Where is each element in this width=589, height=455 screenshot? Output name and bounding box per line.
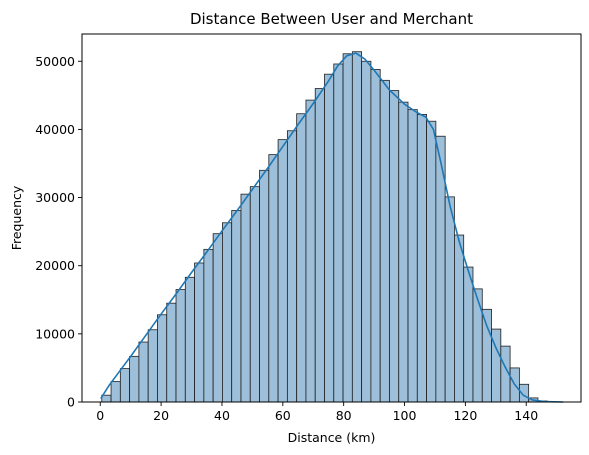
histogram-bar <box>297 114 306 402</box>
x-tick-label: 0 <box>96 408 104 423</box>
chart-title: Distance Between User and Merchant <box>190 10 473 28</box>
x-tick-label: 20 <box>153 408 169 423</box>
histogram-bar <box>269 155 278 402</box>
histogram-bar <box>176 290 185 402</box>
histogram-bar <box>343 54 352 402</box>
histogram-bar <box>325 74 334 402</box>
y-tick-label: 10000 <box>35 326 75 341</box>
histogram-bar <box>222 223 231 402</box>
x-tick-label: 40 <box>214 408 230 423</box>
x-tick-label: 120 <box>453 408 477 423</box>
x-axis: 0 20 40 60 80 100 120 140 <box>96 402 538 423</box>
histogram-bar <box>185 277 194 402</box>
x-tick-label: 100 <box>393 408 417 423</box>
x-tick-label: 60 <box>275 408 291 423</box>
histogram-bar <box>250 187 259 402</box>
histogram-bar <box>445 197 454 402</box>
histogram-bar <box>148 330 157 402</box>
histogram-bar <box>334 64 343 402</box>
histogram-bar <box>157 315 166 402</box>
histogram-bar <box>371 69 380 402</box>
y-axis: 0 10000 20000 30000 40000 50000 <box>35 54 82 410</box>
histogram-bar <box>232 211 241 402</box>
histogram-bar <box>241 194 250 402</box>
histogram-bar <box>167 303 176 402</box>
plot-area <box>101 52 563 402</box>
y-tick-label: 50000 <box>35 54 75 69</box>
histogram-bar <box>352 52 361 402</box>
y-tick-label: 0 <box>67 395 75 410</box>
histogram-bar <box>454 235 463 402</box>
histogram-bar <box>306 100 315 402</box>
histogram-bar <box>139 342 148 402</box>
y-tick-label: 40000 <box>35 122 75 137</box>
histogram-bar <box>315 89 324 402</box>
histogram-bar <box>473 289 482 402</box>
y-tick-label: 30000 <box>35 190 75 205</box>
x-tick-label: 80 <box>336 408 352 423</box>
x-axis-title: Distance (km) <box>288 430 376 445</box>
y-tick-label: 20000 <box>35 258 75 273</box>
histogram-bar <box>120 369 129 402</box>
histogram-bar <box>213 234 222 402</box>
y-axis-title: Frequency <box>9 185 24 250</box>
histogram-bar <box>260 170 269 402</box>
histogram-bar <box>195 263 204 402</box>
histogram-bar <box>408 110 417 402</box>
histogram-bar <box>389 91 398 402</box>
histogram-bar <box>130 356 139 402</box>
histogram-bar <box>380 80 389 402</box>
histogram-bar <box>111 382 120 402</box>
histogram-bar <box>464 267 473 402</box>
histogram-bar <box>362 61 371 402</box>
x-tick-label: 140 <box>514 408 538 423</box>
histogram-bar <box>482 309 491 402</box>
histogram-bar <box>204 249 213 402</box>
histogram-bar <box>427 121 436 402</box>
histogram-bar <box>278 140 287 402</box>
histogram-bar <box>399 102 408 402</box>
histogram-bar <box>287 131 296 402</box>
histogram-bar <box>417 114 426 402</box>
